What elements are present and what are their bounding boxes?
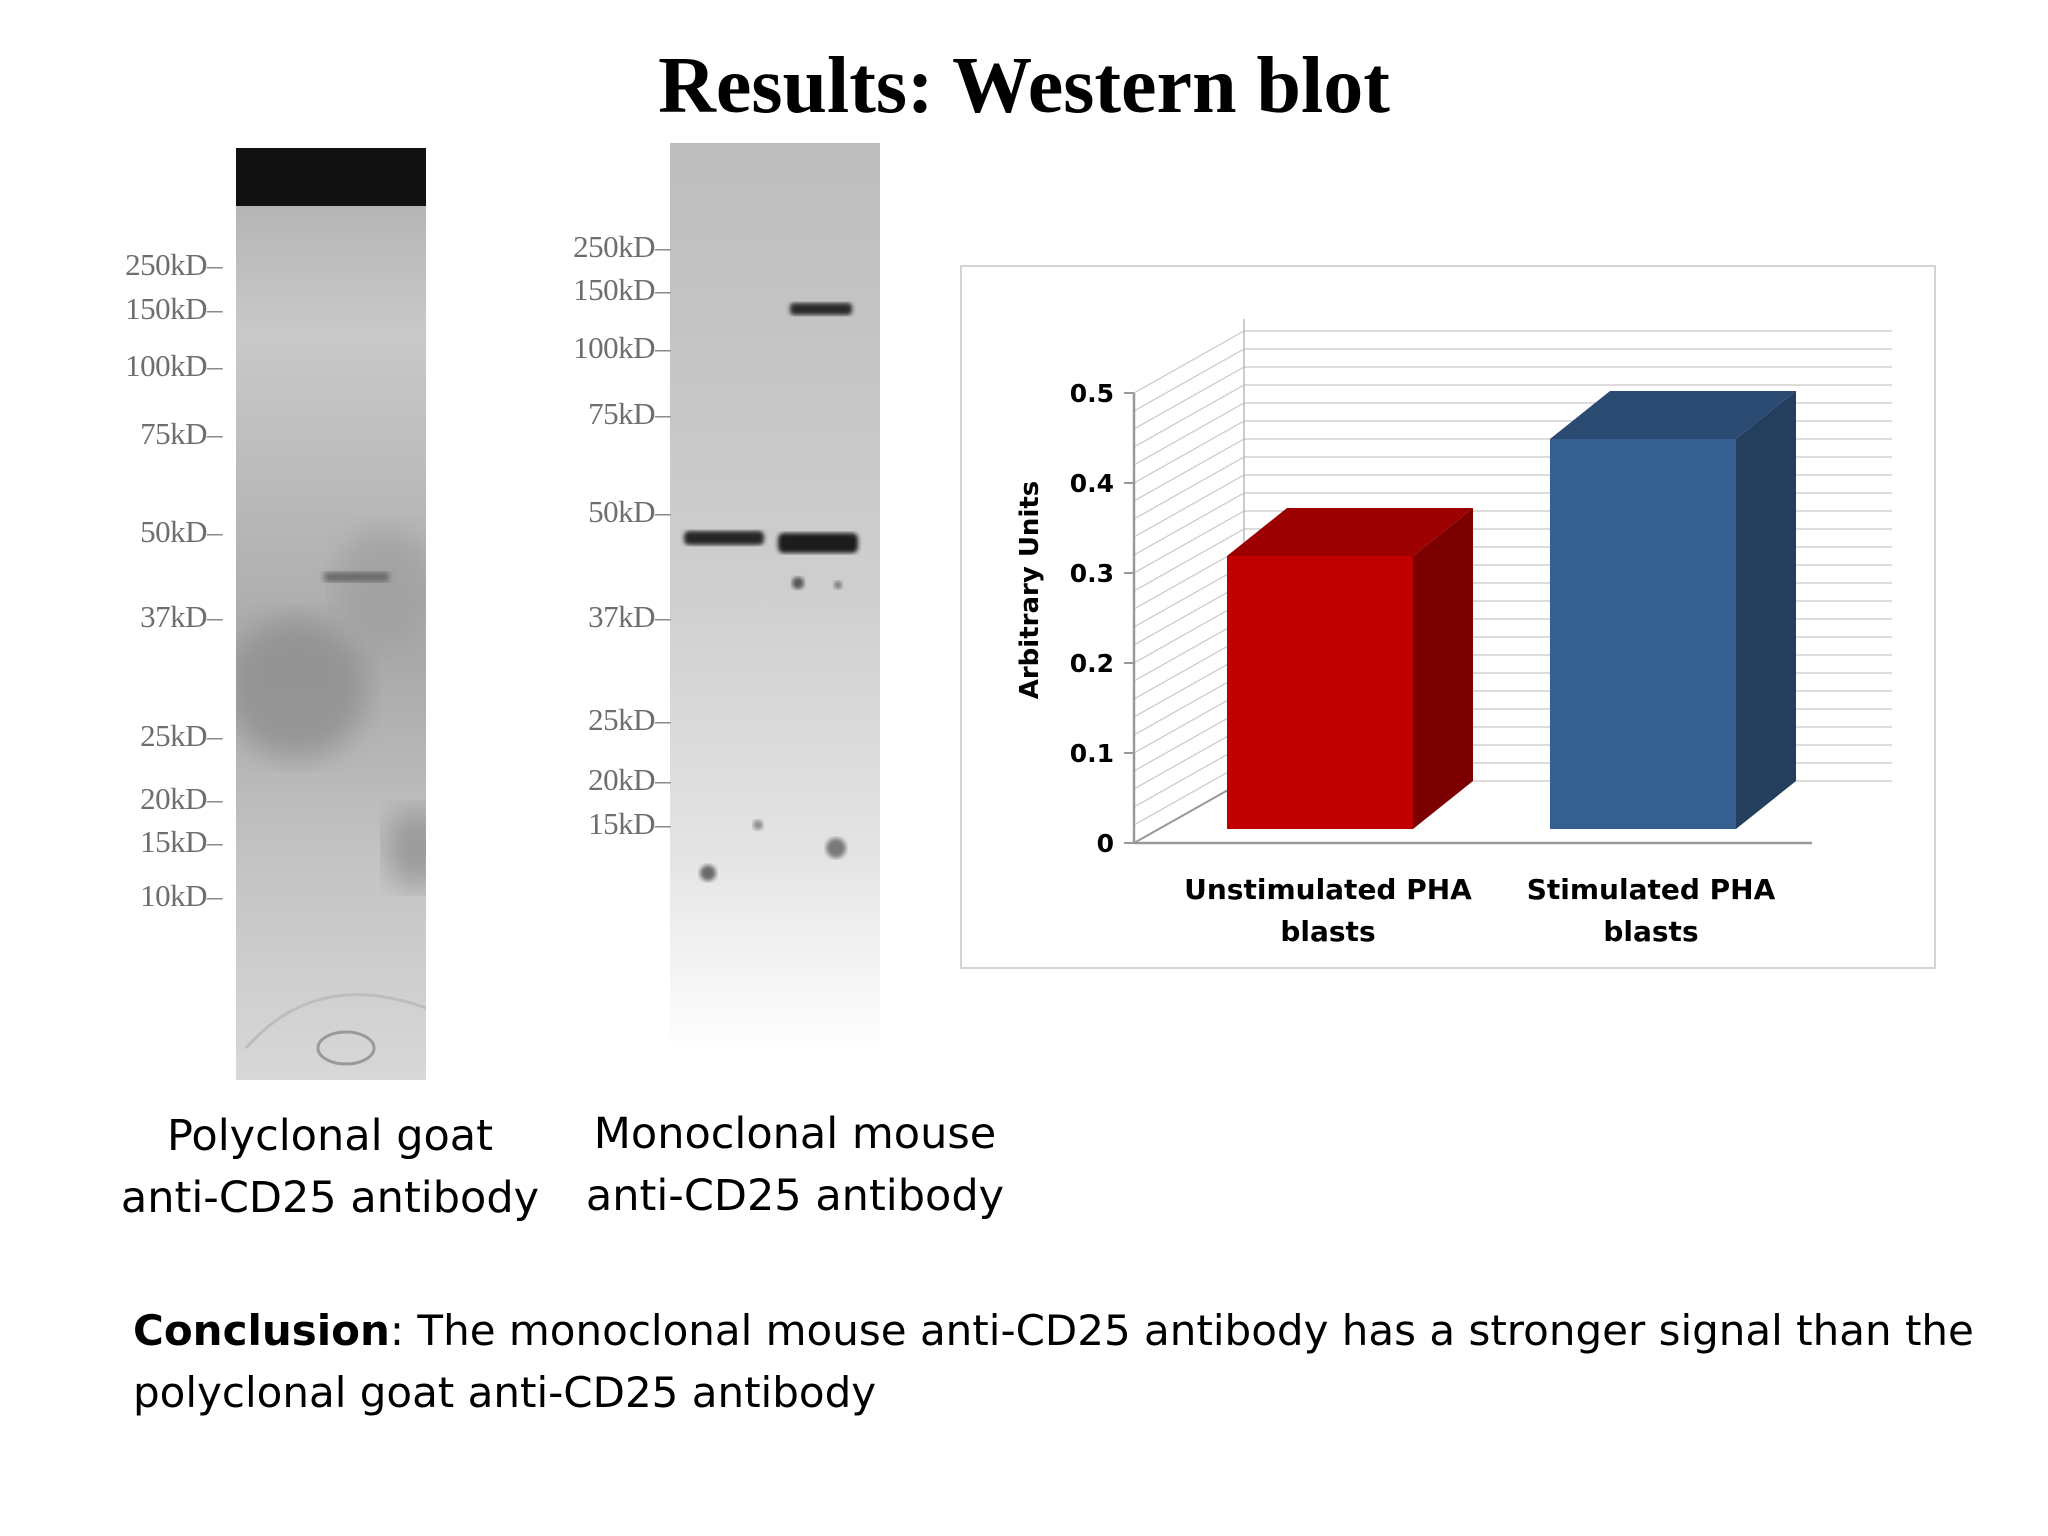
side-wall-gridline <box>1133 654 1245 718</box>
poly-marker-20kd: 20kD– <box>140 781 222 816</box>
y-tick-label: 0.4 <box>1070 469 1114 498</box>
side-wall-gridline <box>1133 438 1245 502</box>
mono-marker-label: 150kD <box>573 272 655 307</box>
mono-marker-15kd: 15kD– <box>588 806 670 841</box>
polyclonal-caption-line2: anti-CD25 antibody <box>120 1173 540 1223</box>
bar-top-0 <box>1227 508 1473 556</box>
side-wall-gridline <box>1133 510 1245 574</box>
poly-marker-label: 25kD <box>140 718 207 753</box>
conclusion-body: : The monoclonal mouse anti-CD25 antibod… <box>133 1306 1974 1417</box>
poly-marker-label: 37kD <box>140 599 207 634</box>
mono-marker-label: 250kD <box>573 229 655 264</box>
poly-marker-label: 10kD <box>140 878 207 913</box>
polyclonal-caption-line1: Polyclonal goat <box>166 1111 494 1161</box>
slide-title: Results: Western blot <box>658 42 1390 130</box>
side-wall-gridline <box>1133 420 1245 484</box>
poly-marker-75kd: 75kD– <box>140 416 222 451</box>
side-wall-gridline <box>1133 348 1245 412</box>
monoclonal-caption: Monoclonal mouse anti-CD25 antibody <box>575 1103 1015 1227</box>
side-wall-gridline <box>1133 744 1245 808</box>
bar-chart: 0 0.1 0.2 0.3 0.4 0.5 Arbitrary Units Unstimula… <box>1015 319 1892 948</box>
side-wall-gridline <box>1133 546 1245 610</box>
conclusion-label: Conclusion <box>133 1306 390 1355</box>
side-wall-gridline <box>1133 528 1245 592</box>
poly-marker-150kd: 150kD– <box>125 291 222 326</box>
mono-marker-label: 20kD <box>588 762 655 797</box>
mono-marker-25kd: 25kD– <box>588 702 670 737</box>
y-axis-title: Arbitrary Units <box>1015 481 1045 700</box>
poly-marker-37kd: 37kD– <box>140 599 222 634</box>
poly-marker-100kd: 100kD– <box>125 348 222 383</box>
side-wall-gridline <box>1133 582 1245 646</box>
bar-0 <box>1227 556 1413 829</box>
conclusion-text: Conclusion: The monoclonal mouse anti-CD… <box>133 1300 1993 1424</box>
x-category-label: Stimulated PHA <box>1527 873 1776 906</box>
mono-marker-37kd: 37kD– <box>588 599 670 634</box>
side-wall-gridline <box>1133 492 1245 556</box>
side-wall-gridline <box>1133 384 1245 448</box>
side-wall-gridline <box>1133 762 1245 826</box>
mono-marker-100kd: 100kD– <box>573 330 670 365</box>
mono-marker-label: 25kD <box>588 702 655 737</box>
mono-marker-150kd: 150kD– <box>573 272 670 307</box>
y-tick-label: 0.3 <box>1070 559 1114 588</box>
mono-marker-label: 15kD <box>588 806 655 841</box>
y-tick-label: 0.5 <box>1070 379 1114 408</box>
side-wall-gridline <box>1133 618 1245 682</box>
mono-marker-75kd: 75kD– <box>588 396 670 431</box>
poly-marker-10kd: 10kD– <box>140 878 222 913</box>
side-wall-gridline <box>1133 690 1245 754</box>
poly-marker-15kd: 15kD– <box>140 824 222 859</box>
monoclonal-caption-line1: Monoclonal mouse <box>593 1109 997 1159</box>
mono-marker-20kd: 20kD– <box>588 762 670 797</box>
side-wall-gridline <box>1133 726 1245 790</box>
bar-side-1 <box>1736 391 1796 829</box>
x-category-label: blasts <box>1280 915 1375 948</box>
mono-marker-50kd: 50kD– <box>588 494 670 529</box>
poly-marker-label: 50kD <box>140 514 207 549</box>
bar-1 <box>1550 439 1736 829</box>
side-wall-gridline <box>1133 564 1245 628</box>
poly-marker-label: 15kD <box>140 824 207 859</box>
polyclonal-blot-image <box>226 148 446 1080</box>
floor-edge <box>1133 780 1245 844</box>
x-category-label: blasts <box>1603 915 1698 948</box>
poly-marker-50kd: 50kD– <box>140 514 222 549</box>
side-wall-gridline <box>1133 474 1245 538</box>
poly-marker-label: 75kD <box>140 416 207 451</box>
bar-side-0 <box>1413 508 1473 829</box>
x-category-label: Unstimulated PHA <box>1184 873 1472 906</box>
side-wall-gridline <box>1133 402 1245 466</box>
monoclonal-blot-image <box>670 143 880 1053</box>
poly-marker-label: 20kD <box>140 781 207 816</box>
side-wall-gridline <box>1133 600 1245 664</box>
poly-marker-250kd: 250kD– <box>125 247 222 282</box>
bar-chart-panel: 0 0.1 0.2 0.3 0.4 0.5 Arbitrary Units Unstimula… <box>960 265 1936 969</box>
side-wall-gridline <box>1133 366 1245 430</box>
side-wall-gridline <box>1133 330 1245 394</box>
side-wall-gridline <box>1133 636 1245 700</box>
y-tick-label: 0 <box>1097 829 1114 858</box>
y-tick-label: 0.2 <box>1070 649 1114 678</box>
mono-marker-label: 50kD <box>588 494 655 529</box>
side-wall-gridline <box>1133 456 1245 520</box>
poly-marker-label: 250kD <box>125 247 207 282</box>
side-wall-gridline <box>1133 672 1245 736</box>
bar-top-1 <box>1550 391 1796 439</box>
polyclonal-caption: Polyclonal goat anti-CD25 antibody <box>110 1105 550 1229</box>
mono-marker-label: 100kD <box>573 330 655 365</box>
side-wall-gridline <box>1133 708 1245 772</box>
y-tick-label: 0.1 <box>1070 739 1114 768</box>
poly-marker-label: 150kD <box>125 291 207 326</box>
mono-marker-250kd: 250kD– <box>573 229 670 264</box>
poly-marker-25kd: 25kD– <box>140 718 222 753</box>
monoclonal-caption-line2: anti-CD25 antibody <box>585 1171 1005 1221</box>
poly-marker-label: 100kD <box>125 348 207 383</box>
mono-marker-label: 75kD <box>588 396 655 431</box>
mono-marker-label: 37kD <box>588 599 655 634</box>
